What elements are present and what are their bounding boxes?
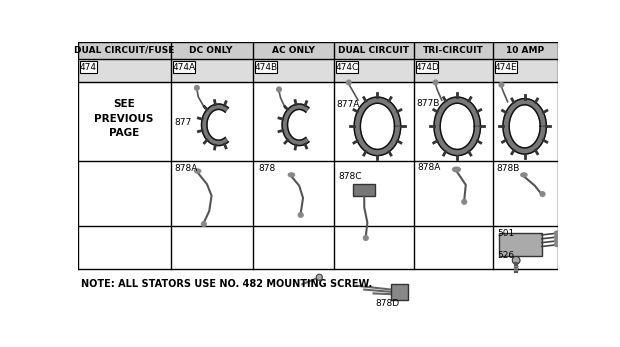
Text: TRI-CIRCUIT: TRI-CIRCUIT xyxy=(423,45,484,54)
Circle shape xyxy=(554,235,559,239)
Circle shape xyxy=(461,199,467,204)
Circle shape xyxy=(316,274,322,280)
Circle shape xyxy=(512,256,520,264)
Ellipse shape xyxy=(521,173,527,177)
Text: 877A: 877A xyxy=(336,100,360,109)
Circle shape xyxy=(298,212,303,218)
Polygon shape xyxy=(434,97,481,155)
Text: 878A: 878A xyxy=(418,163,441,172)
Bar xyxy=(80,61,97,73)
Text: 10 AMP: 10 AMP xyxy=(506,45,544,54)
Bar xyxy=(391,284,409,299)
Text: 878D: 878D xyxy=(376,299,400,308)
Bar xyxy=(353,184,375,196)
Circle shape xyxy=(347,80,351,85)
Circle shape xyxy=(195,85,199,90)
Text: 878C: 878C xyxy=(338,172,361,181)
Text: 474D: 474D xyxy=(415,62,439,71)
Polygon shape xyxy=(282,104,309,146)
Polygon shape xyxy=(202,104,228,146)
Polygon shape xyxy=(503,99,546,154)
Bar xyxy=(416,61,438,73)
Text: 878A: 878A xyxy=(174,164,198,173)
Bar xyxy=(78,59,558,82)
Ellipse shape xyxy=(453,167,460,172)
Polygon shape xyxy=(354,97,401,155)
Bar xyxy=(255,61,277,73)
Text: 877B: 877B xyxy=(416,99,440,108)
Circle shape xyxy=(554,243,559,246)
Text: DC ONLY: DC ONLY xyxy=(189,45,232,54)
Circle shape xyxy=(201,221,206,227)
Text: DUAL CIRCUIT: DUAL CIRCUIT xyxy=(338,45,409,54)
Ellipse shape xyxy=(288,173,294,177)
Bar xyxy=(336,61,358,73)
Ellipse shape xyxy=(195,169,201,173)
Text: 474B: 474B xyxy=(254,62,277,71)
Text: DUAL CIRCUIT/FUSE: DUAL CIRCUIT/FUSE xyxy=(74,45,174,54)
Text: 878: 878 xyxy=(259,164,276,173)
Bar xyxy=(499,232,542,256)
Bar xyxy=(495,61,517,73)
Text: 474C: 474C xyxy=(335,62,359,71)
Text: AC ONLY: AC ONLY xyxy=(272,45,314,54)
Text: 501: 501 xyxy=(497,229,515,238)
Circle shape xyxy=(363,235,368,241)
Text: NOTE: ALL STATORS USE NO. 482 MOUNTING SCREW.: NOTE: ALL STATORS USE NO. 482 MOUNTING S… xyxy=(81,279,373,289)
Text: 474A: 474A xyxy=(172,62,195,71)
Bar xyxy=(78,42,558,59)
Circle shape xyxy=(554,239,559,243)
Text: 878B: 878B xyxy=(497,164,520,173)
Circle shape xyxy=(540,192,545,197)
Circle shape xyxy=(277,87,281,92)
Bar xyxy=(173,61,195,73)
Text: 526: 526 xyxy=(497,251,515,260)
Circle shape xyxy=(554,231,559,235)
Text: SEE
PREVIOUS
PAGE: SEE PREVIOUS PAGE xyxy=(94,99,154,138)
Circle shape xyxy=(499,83,503,87)
Text: 877: 877 xyxy=(174,118,192,127)
Circle shape xyxy=(433,80,438,85)
Text: 474: 474 xyxy=(80,62,97,71)
Text: 474E: 474E xyxy=(495,62,517,71)
